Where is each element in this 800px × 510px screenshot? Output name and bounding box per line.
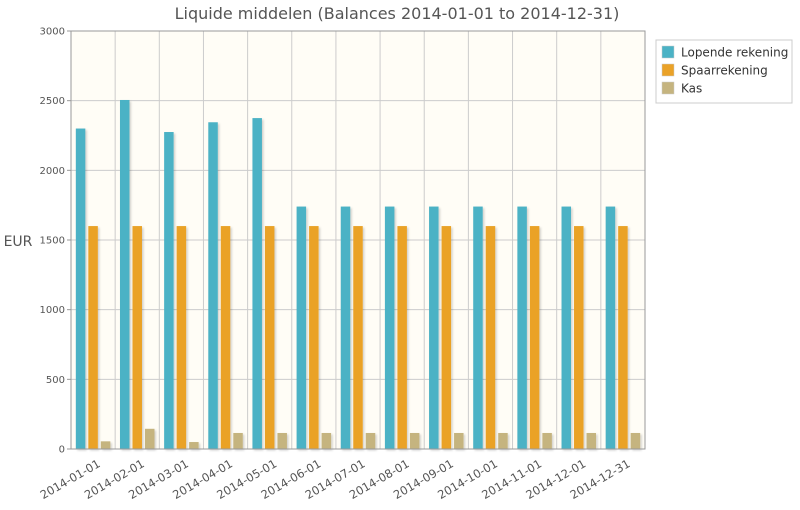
y-tick-label: 1000	[40, 305, 65, 316]
bar-lopende-rekening	[473, 206, 483, 449]
bar-spaarrekening	[176, 226, 187, 449]
legend-label: Lopende rekening	[681, 46, 788, 60]
bar-kas	[630, 432, 641, 449]
y-tick-label: 2500	[40, 96, 65, 107]
y-axis-label: EUR	[4, 234, 33, 250]
bar-kas	[277, 432, 287, 449]
bar-kas	[454, 432, 464, 449]
legend-box	[655, 39, 793, 104]
y-tick-label: 0	[59, 445, 65, 456]
bar-kas	[542, 432, 552, 449]
bar-lopende-rekening	[75, 128, 86, 450]
bar-kas	[189, 442, 199, 449]
bar-lopende-rekening	[208, 122, 218, 449]
y-tick-label: 1500	[40, 236, 65, 247]
chart-title: Liquide middelen (Balances 2014-01-01 to…	[175, 4, 620, 23]
bar-kas	[586, 432, 597, 449]
bar-kas	[144, 428, 155, 449]
bar-spaarrekening	[132, 226, 142, 449]
bar-spaarrekening	[574, 226, 584, 449]
legend-swatch	[661, 63, 675, 77]
bar-kas	[409, 432, 420, 449]
y-axis-ticks: 0 500 1000 1500 2000 2500 3000	[40, 27, 71, 456]
bar-spaarrekening	[397, 226, 407, 449]
bar-spaarrekening	[529, 226, 540, 449]
bar-kas	[321, 432, 332, 449]
legend-swatch	[661, 81, 675, 95]
bar-kas	[498, 432, 508, 449]
bar-lopende-rekening	[252, 118, 262, 449]
legend-label: Spaarrekening	[681, 64, 768, 78]
bar-kas	[100, 441, 111, 449]
bar-spaarrekening	[264, 226, 275, 449]
bar-spaarrekening	[88, 226, 98, 449]
bar-spaarrekening	[309, 226, 319, 449]
bar-kas	[233, 432, 243, 449]
bar-lopende-rekening	[517, 206, 527, 449]
bar-lopende-rekening	[164, 132, 174, 449]
bars	[75, 99, 641, 450]
y-tick-label: 500	[46, 375, 65, 386]
bar-lopende-rekening	[561, 206, 572, 449]
bar-kas	[365, 432, 376, 449]
x-axis-ticks: 2014-01-012014-02-012014-03-012014-04-01…	[38, 456, 633, 502]
bar-lopende-rekening	[296, 206, 307, 449]
bar-spaarrekening	[618, 226, 628, 449]
bar-lopende-rekening	[605, 206, 616, 449]
y-tick-label: 3000	[40, 27, 65, 38]
bar-lopende-rekening	[119, 99, 130, 449]
bar-spaarrekening	[220, 226, 231, 449]
bar-spaarrekening	[353, 226, 363, 449]
bar-lopende-rekening	[384, 206, 395, 449]
legend-swatch	[661, 45, 675, 59]
bar-spaarrekening	[485, 226, 496, 449]
legend: Lopende rekening Spaarrekening Kas	[655, 39, 793, 104]
legend-label: Kas	[681, 82, 702, 96]
bar-lopende-rekening	[340, 206, 351, 449]
y-tick-label: 2000	[40, 166, 65, 177]
bar-lopende-rekening	[429, 206, 439, 449]
bar-spaarrekening	[441, 226, 452, 449]
